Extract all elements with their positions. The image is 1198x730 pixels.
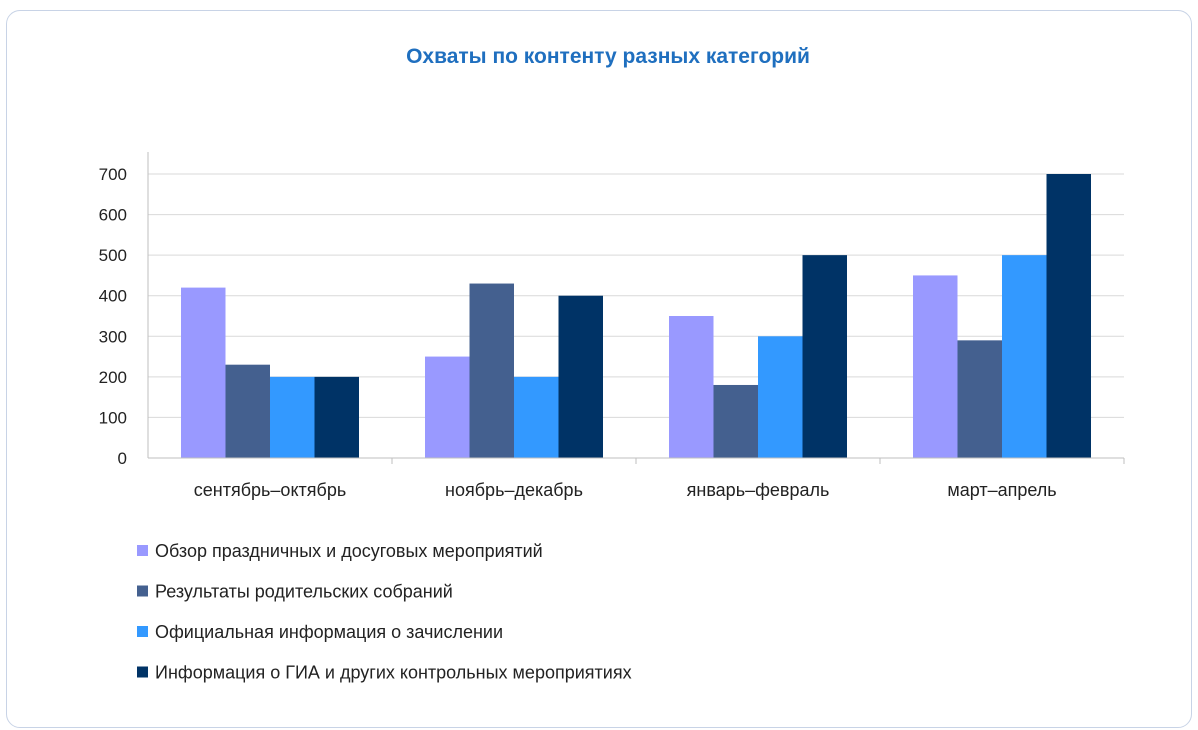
legend-swatch <box>137 545 148 556</box>
bar <box>225 364 270 458</box>
bar <box>314 376 359 458</box>
bar <box>713 384 758 458</box>
bar <box>181 287 226 458</box>
y-tick-label: 600 <box>99 206 127 225</box>
legend-label: Обзор праздничных и досуговых мероприяти… <box>155 541 543 561</box>
legend: Обзор праздничных и досуговых мероприяти… <box>137 541 632 683</box>
bar <box>469 283 514 458</box>
y-tick-label: 300 <box>99 327 127 346</box>
legend-swatch <box>137 626 148 637</box>
y-tick-label: 100 <box>99 408 127 427</box>
axes: 0 100 200 300 400 500 600 700 сентябрь–октябрь но… <box>99 152 1125 500</box>
y-tick-label: 0 <box>118 449 127 468</box>
legend-label: Информация о ГИА и других контрольных ме… <box>155 663 632 683</box>
bar <box>758 336 803 458</box>
legend-label: Результаты родительских собраний <box>155 582 453 602</box>
chart-title: Охваты по контенту разных категорий <box>406 45 810 68</box>
legend-swatch <box>137 585 148 597</box>
bar <box>1002 255 1047 458</box>
x-tick-label: ноябрь–декабрь <box>445 480 583 500</box>
bar <box>957 340 1002 458</box>
x-tick-label: сентябрь–октябрь <box>194 480 346 500</box>
x-tick-label: март–апрель <box>947 480 1056 500</box>
bar <box>514 376 559 458</box>
bar <box>425 356 470 458</box>
x-tick-label: январь–февраль <box>687 480 830 500</box>
bar <box>802 255 847 458</box>
bar <box>558 295 603 458</box>
bars <box>181 174 1091 458</box>
bar <box>270 376 315 458</box>
y-tick-label: 700 <box>99 165 127 184</box>
bar <box>669 316 714 458</box>
y-tick-label: 200 <box>99 368 127 387</box>
y-tick-label: 500 <box>99 246 127 265</box>
bar <box>913 275 958 458</box>
legend-swatch <box>137 666 148 678</box>
legend-label: Официальная информация о зачислении <box>155 622 503 642</box>
bar <box>1046 174 1091 458</box>
y-tick-label: 400 <box>99 287 127 306</box>
